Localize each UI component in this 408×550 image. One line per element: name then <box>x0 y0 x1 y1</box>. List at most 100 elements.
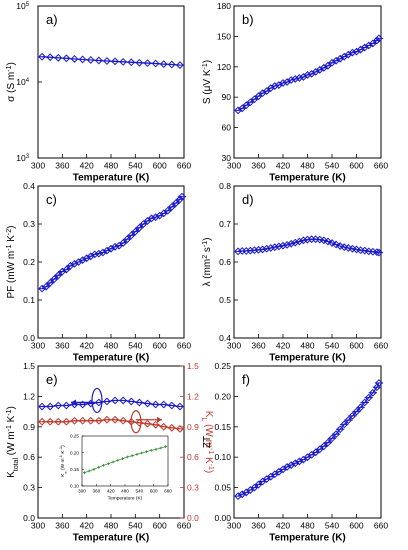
data-point <box>151 420 160 429</box>
x-tick-label: 660 <box>374 341 388 351</box>
data-point <box>82 471 86 475</box>
x-tick-label: 600 <box>150 489 158 494</box>
x-tick-label: 660 <box>177 521 191 531</box>
data-point <box>110 415 120 424</box>
data-point <box>356 403 365 412</box>
data-point <box>116 458 120 462</box>
data-point <box>86 56 95 64</box>
y-tick-label: 0.2 <box>23 257 35 267</box>
data-point <box>340 420 349 429</box>
x-tick-label: 300 <box>227 341 241 351</box>
data-point <box>254 480 263 489</box>
plot-frame <box>37 5 185 159</box>
y-tick-label: 30 <box>222 153 232 163</box>
panel-b: 300 360 420 480 540 600 660 30 60 90 120 150 180 Temp… <box>202 1 389 184</box>
data-point <box>331 430 341 439</box>
y-tick-label: 0.10 <box>70 484 79 489</box>
data-point <box>374 34 384 43</box>
data-point <box>167 423 176 432</box>
data-point <box>135 398 144 407</box>
data-point <box>291 75 300 83</box>
inset-e: 300 360 420 480 540 600 660 0.10 0.15 0.20 0.25 Tem… <box>58 434 173 502</box>
data-point <box>135 452 139 456</box>
y-tick-label: 120 <box>217 62 231 72</box>
inset-background <box>82 436 168 486</box>
y-right-tick-label: 1.2 <box>187 391 199 401</box>
data-point <box>127 231 136 240</box>
x-tick-label: 420 <box>80 521 94 531</box>
data-point <box>323 438 333 447</box>
y-tick-label: 103 <box>16 153 29 163</box>
x-tick-label: 360 <box>55 521 69 531</box>
y-tick-label: 0.25 <box>70 434 79 439</box>
x-tick-label: 540 <box>325 161 339 171</box>
data-point <box>368 388 377 397</box>
data-point <box>164 445 168 449</box>
data-point <box>54 53 63 62</box>
x-tick-label: 300 <box>31 521 45 531</box>
data-point <box>54 417 63 426</box>
y-tick-label: 0.3 <box>23 219 35 229</box>
y-tick-label: 0.00 <box>214 513 231 523</box>
x-tick-label: 480 <box>300 341 314 351</box>
data-point <box>62 417 71 426</box>
data-point <box>102 397 112 406</box>
plot-frame <box>233 5 382 159</box>
x-tick-label: 360 <box>251 521 265 531</box>
data-point <box>167 401 176 410</box>
data-point <box>374 379 384 387</box>
data-point <box>62 401 71 410</box>
y-axis-label: S (μV K-1) <box>202 60 214 104</box>
y-right-tick-label: 0.0 <box>187 513 199 523</box>
data-point <box>352 407 361 416</box>
x-tick-label: 660 <box>177 341 191 351</box>
data-point <box>106 462 110 466</box>
y-tick-label: 0.5 <box>219 295 231 305</box>
data-point <box>159 400 168 409</box>
data-point <box>315 445 324 454</box>
annotation-ellipse-left <box>91 387 103 414</box>
data-point <box>238 104 247 113</box>
x-tick-label: 540 <box>128 161 142 171</box>
y-tick-label: 0.1 <box>23 295 35 305</box>
x-tick-label: 600 <box>349 341 363 351</box>
data-point <box>127 397 136 406</box>
data-point <box>125 455 129 459</box>
y-tick-label: 1.5 <box>23 361 35 371</box>
data-point <box>127 58 136 67</box>
panel-label: e) <box>46 372 58 387</box>
data-point <box>102 463 105 467</box>
data-point <box>159 446 163 450</box>
data-point <box>121 457 125 461</box>
data-point <box>46 402 55 411</box>
data-point <box>111 460 115 464</box>
panel-f: 300 360 420 480 540 600 660 0.00 0.05 0.10 0.15 0.2… <box>202 361 388 544</box>
data-point <box>37 52 47 61</box>
data-point <box>86 416 95 425</box>
x-tick-label: 480 <box>300 161 314 171</box>
y-tick-label: 150 <box>217 31 231 41</box>
x-tick-label: 540 <box>128 341 142 351</box>
data-point <box>323 61 333 70</box>
y-tick-label: 0.10 <box>214 452 231 462</box>
y-axis-label: σ (S m-1) <box>6 62 18 102</box>
data-point <box>177 192 187 201</box>
data-point <box>97 465 101 469</box>
panel-e: 300 360 420 480 540 600 6600.00.30.60.91.21.50… <box>6 361 215 544</box>
data-point <box>319 236 328 245</box>
x-tick-label: 480 <box>300 521 314 531</box>
panel-label: c) <box>46 192 57 207</box>
data-point <box>175 61 185 69</box>
data-point <box>119 416 128 425</box>
x-tick-label: 300 <box>78 489 86 494</box>
panel-c: 300 360 420 480 540 600 660 0.0 0.1 0.2 0.3 0.4 Temp… <box>6 181 192 364</box>
left-arrow-icon <box>71 399 76 406</box>
data-point <box>143 419 152 428</box>
data-point <box>123 235 132 244</box>
right-arrow-icon <box>157 416 162 423</box>
y-tick-label: 0.25 <box>214 361 231 371</box>
data-point <box>94 416 103 425</box>
data-point <box>102 415 112 424</box>
data-point <box>46 417 55 426</box>
x-tick-label: 660 <box>164 489 172 494</box>
